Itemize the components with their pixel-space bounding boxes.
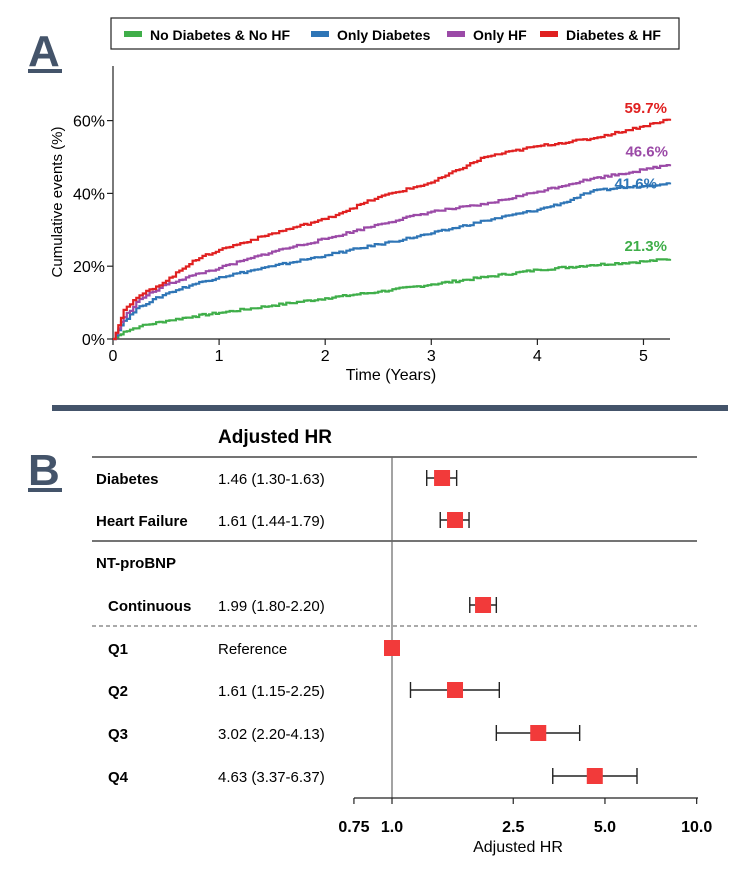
legend-entry: Diabetes & HF [566,27,661,43]
section-label-ntprobnp: NT-proBNP [96,555,176,572]
x-tick-label: 4 [533,348,542,365]
forest-x-tick-label: 5.0 [594,819,616,836]
row-estimate-text: 1.61 (1.15-2.25) [218,683,325,700]
end-label: 59.7% [624,100,667,117]
end-label: 21.3% [624,238,667,255]
axis-ticks: 0 1 2 3 4 5 0% 20% 40% 60% [73,114,648,365]
hr-point-marker [447,512,464,528]
panel-divider [52,405,728,411]
hr-point-marker [384,640,400,656]
row-estimate-text: 1.61 (1.44-1.79) [218,513,325,530]
series-line [113,164,672,341]
forest-x-tick-label: 2.5 [502,819,524,836]
forest-x-tick-label: 1.0 [381,819,403,836]
forest-rows: Diabetes 1.46 (1.30-1.63) Heart Failure 1.6… [96,470,638,786]
series-lines [113,118,672,341]
y-tick-label: 0% [82,332,105,349]
chart-legend: No Diabetes & No HF Only Diabetes Only H… [110,17,680,50]
row-label: Q4 [108,769,129,786]
legend-entry: Only HF [473,27,527,43]
row-label: Q2 [108,683,128,700]
x-axis-title: Time (Years) [346,367,436,384]
legend-swatch [311,31,329,37]
x-tick-label: 5 [639,348,648,365]
row-estimate-text: 1.99 (1.80-2.20) [218,598,325,615]
panel-b: B Adjusted HR NT-proBNP Diabetes 1.46 (1.… [28,427,712,856]
x-tick-label: 3 [427,348,436,365]
forest-row: Diabetes 1.46 (1.30-1.63) [96,470,458,488]
x-tick-label: 2 [321,348,330,365]
row-label: Continuous [108,598,191,615]
row-label: Diabetes [96,471,159,488]
legend-entry: No Diabetes & No HF [150,27,290,43]
end-labels: 21.3% 41.6% 46.6% 59.7% [614,100,668,255]
row-label: Q3 [108,726,128,743]
row-label: Q1 [108,641,128,658]
hr-point-marker [434,470,451,486]
panel-b-letter: B [28,446,60,495]
forest-row: Continuous 1.99 (1.80-2.20) [108,597,498,615]
series-line [113,118,672,341]
y-tick-label: 20% [73,259,105,276]
row-estimate-text: 3.02 (2.20-4.13) [218,726,325,743]
forest-x-tick-label: 10.0 [681,819,712,836]
y-tick-label: 60% [73,114,105,131]
hr-point-marker [475,597,492,613]
forest-row: Q3 3.02 (2.20-4.13) [108,725,581,743]
y-axis-title: Cumulative events (%) [49,127,66,278]
series-line [113,182,672,341]
row-estimate-text: 1.46 (1.30-1.63) [218,471,325,488]
legend-swatch [447,31,465,37]
forest-axis-ticks: 0.75 1.0 2.5 5.0 10.0 [338,798,712,836]
x-tick-label: 0 [109,348,118,365]
forest-x-tick-label: 0.75 [338,819,369,836]
panel-a-letter: A [28,27,60,76]
end-label: 41.6% [614,175,657,192]
forest-row: Q1 Reference [108,640,400,658]
legend-swatch [540,31,558,37]
forest-row: Q4 4.63 (3.37-6.37) [108,768,638,786]
y-tick-label: 40% [73,186,105,203]
panel-a: A No Diabetes & No HF Only Diabetes Only… [28,17,680,384]
column-header: Adjusted HR [218,427,332,448]
hr-point-marker [530,725,547,741]
legend-swatch [124,31,142,37]
legend-box [110,17,680,50]
row-estimate-text: 4.63 (3.37-6.37) [218,769,325,786]
end-label: 46.6% [625,143,668,160]
x-tick-label: 1 [215,348,224,365]
forest-row: Q2 1.61 (1.15-2.25) [108,682,501,700]
row-estimate-text: Reference [218,641,287,658]
hr-point-marker [586,768,603,784]
forest-row: Heart Failure 1.61 (1.44-1.79) [96,512,470,530]
row-label: Heart Failure [96,513,188,530]
forest-x-axis-title: Adjusted HR [473,839,563,856]
hr-point-marker [447,682,464,698]
legend-entry: Only Diabetes [337,27,431,43]
series-line [113,258,672,341]
